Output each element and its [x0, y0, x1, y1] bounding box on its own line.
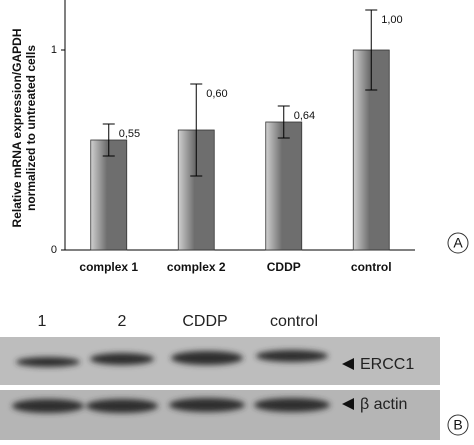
- error-bar: [277, 105, 290, 139]
- band-label: ERCC1: [360, 356, 414, 373]
- blot: 1 2 CDDP control ERCC1 β actin B: [0, 313, 469, 440]
- error-bar: [102, 123, 115, 157]
- x-tick-label: complex 1: [79, 260, 138, 274]
- lane-label: control: [270, 313, 318, 330]
- blot-background: [0, 390, 440, 440]
- panel-circle: [447, 232, 469, 254]
- panel-label: B: [453, 417, 462, 433]
- value-label: 0,55: [119, 128, 140, 140]
- y-axis-label: normalized to untreated cells: [24, 45, 38, 211]
- value-label: 0,64: [294, 110, 315, 122]
- value-label: 0,60: [206, 88, 227, 100]
- panel-label: A: [453, 235, 463, 251]
- error-bar: [190, 83, 203, 177]
- arrow: [342, 358, 354, 370]
- blot-divider: [0, 385, 440, 390]
- bar: [265, 121, 303, 251]
- x-tick-label: CDDP: [267, 260, 301, 274]
- bands: [12, 350, 330, 413]
- bar: [90, 139, 128, 251]
- arrow: [342, 398, 354, 410]
- band-label: β actin: [360, 396, 407, 413]
- lane-label: 2: [118, 313, 127, 330]
- error-bar: [365, 9, 378, 91]
- y-tick-label: 0: [51, 244, 57, 256]
- y-axis-label: Relative mRNA expression/GAPDH: [10, 29, 24, 228]
- x-tick-label: complex 2: [167, 260, 226, 274]
- lane-label: CDDP: [182, 313, 227, 330]
- lane-label: 1: [38, 313, 47, 330]
- y-tick-label: 1: [51, 44, 57, 56]
- panel-circle: [447, 414, 469, 436]
- x-tick-label: control: [351, 260, 392, 274]
- value-label: 1,00: [381, 14, 402, 26]
